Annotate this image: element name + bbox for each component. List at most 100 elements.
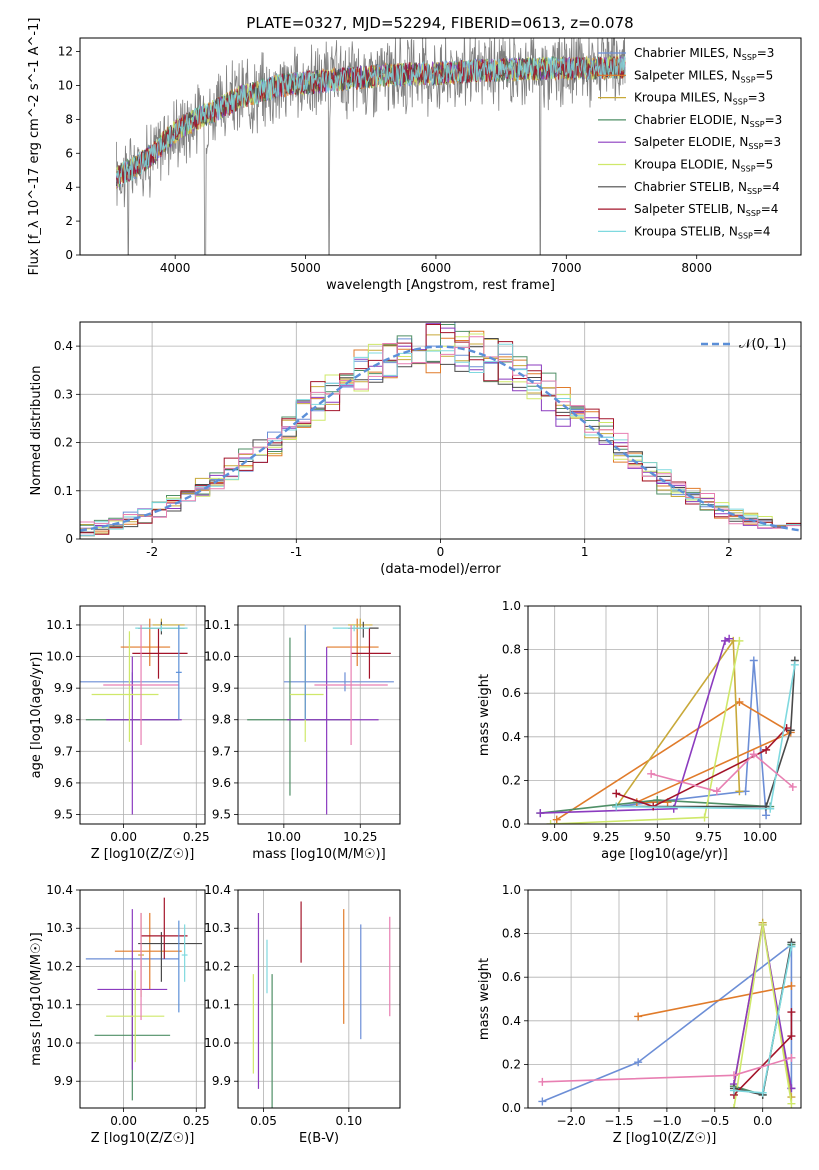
point-marker bbox=[787, 1099, 796, 1108]
x-tick-label: 8000 bbox=[681, 261, 712, 275]
x-tick-label: -2 bbox=[146, 545, 158, 559]
y-tick-label: 10.0 bbox=[46, 650, 73, 664]
y-tick-label: 9.5 bbox=[54, 808, 73, 822]
y-tick-label: 10.3 bbox=[204, 921, 231, 935]
plot-area bbox=[85, 897, 203, 1101]
plot-area bbox=[538, 918, 796, 1108]
point-marker bbox=[787, 1008, 796, 1017]
y-axis-label: mass [log10(M/M☉)] bbox=[29, 932, 44, 1065]
plot-area bbox=[247, 618, 394, 815]
x-tick-label: 10.00 bbox=[743, 830, 777, 844]
point-marker bbox=[612, 802, 621, 811]
axes-frame bbox=[527, 889, 802, 1109]
x-axis-label: (data-model)/error bbox=[380, 562, 501, 577]
legend-entry: Chabrier ELODIE, NSSP=3 bbox=[634, 113, 782, 129]
figure-title: PLATE=0327, MJD=52294, FIBERID=0613, z=0… bbox=[246, 14, 633, 32]
y-tick-label: 0.0 bbox=[502, 1101, 521, 1115]
y-tick-label: 0.2 bbox=[502, 1057, 521, 1071]
histogram-steps bbox=[80, 324, 801, 535]
series-line bbox=[540, 637, 730, 814]
x-tick-label: 9.50 bbox=[644, 830, 671, 844]
point-marker bbox=[725, 634, 734, 643]
x-axis-label: Z [log10(Z/Z☉)] bbox=[91, 1131, 195, 1146]
model-spectrum bbox=[116, 56, 626, 185]
normal-curve bbox=[80, 345, 801, 532]
y-tick-label: 10.0 bbox=[204, 650, 231, 664]
point-marker bbox=[762, 745, 771, 754]
x-tick-label: −1.5 bbox=[604, 1114, 633, 1128]
y-tick-label: 1.0 bbox=[502, 883, 521, 897]
legend-entry: Kroupa STELIB, NSSP=4 bbox=[634, 224, 771, 240]
axes-frame bbox=[237, 889, 401, 1109]
y-tick-label: 0.3 bbox=[54, 387, 73, 401]
y-tick-label: 10.4 bbox=[204, 883, 231, 897]
y-tick-label: 10.4 bbox=[46, 883, 73, 897]
y-tick-label: 8 bbox=[65, 112, 73, 126]
y-tick-label: 0.6 bbox=[502, 686, 521, 700]
point-marker bbox=[787, 981, 796, 990]
point-marker bbox=[634, 1058, 643, 1067]
x-tick-label: 0.10 bbox=[335, 1114, 362, 1128]
x-tick-label: 7000 bbox=[551, 261, 582, 275]
y-tick-label: 9.9 bbox=[54, 1074, 73, 1088]
series-line bbox=[556, 700, 793, 821]
y-tick-label: 0.4 bbox=[502, 1014, 521, 1028]
x-tick-label: 0.05 bbox=[250, 1114, 277, 1128]
legend-entry: Salpeter STELIB, NSSP=4 bbox=[634, 202, 778, 218]
panel-mass-weight-vs-Z: −2.0 −1.5 −1.0 −0.5 0.0 0.0 0.2 0.4 0.6 0.8 1.0 Z [… bbox=[477, 883, 802, 1146]
y-tick-label: 0.4 bbox=[54, 339, 73, 353]
spectrum-legend: Chabrier MILES, NSSP=3 Salpeter MILES, NS… bbox=[598, 46, 782, 240]
y-tick-label: 9.5 bbox=[212, 808, 231, 822]
y-tick-label: 10.1 bbox=[204, 618, 231, 632]
y-tick-label: 12 bbox=[58, 45, 73, 59]
point-marker bbox=[787, 1032, 796, 1041]
point-marker bbox=[788, 782, 797, 791]
x-axis-label: E(B-V) bbox=[299, 1131, 339, 1146]
y-axis-label: Flux [f_λ 10^-17 erg cm^-2 s^-1 A^-1] bbox=[27, 18, 42, 276]
y-tick-label: 9.6 bbox=[212, 776, 231, 790]
point-marker bbox=[634, 1012, 643, 1021]
x-axis-label: Z [log10(Z/Z☉)] bbox=[91, 847, 195, 862]
legend-entry: 𝒩(0, 1) bbox=[739, 337, 786, 352]
y-tick-label: 9.8 bbox=[54, 713, 73, 727]
y-axis-label: mass weight bbox=[477, 674, 492, 756]
point-marker bbox=[729, 1071, 738, 1080]
y-tick-label: 10.0 bbox=[46, 1036, 73, 1050]
y-tick-label: 0.0 bbox=[502, 817, 521, 831]
x-tick-label: −0.5 bbox=[700, 1114, 729, 1128]
x-axis-label: age [log10(age/yr)] bbox=[601, 847, 728, 862]
plot-area bbox=[116, 38, 626, 255]
point-marker bbox=[735, 636, 744, 645]
series-line bbox=[550, 640, 741, 824]
y-tick-label: 10.2 bbox=[204, 959, 231, 973]
x-axis-label: wavelength [Angstrom, rest frame] bbox=[326, 278, 555, 293]
point-marker bbox=[653, 796, 662, 805]
y-tick-label: 0 bbox=[65, 248, 73, 262]
panel-age-vs-mass: 10.00 10.25 9.5 9.6 9.7 9.8 9.9 10.0 10.1 mass [l… bbox=[204, 605, 401, 862]
y-tick-label: 0.8 bbox=[502, 643, 521, 657]
y-tick-label: 0.1 bbox=[54, 484, 73, 498]
x-tick-label: 0.25 bbox=[183, 1114, 210, 1128]
panel-age-vs-Z: 0.00 0.25 9.5 9.6 9.7 9.8 9.9 10.0 10.1 Z [log10(… bbox=[29, 605, 210, 862]
point-marker bbox=[712, 787, 721, 796]
point-marker bbox=[647, 769, 656, 778]
x-axis-label: Z [log10(Z/Z☉)] bbox=[613, 1131, 717, 1146]
point-marker bbox=[538, 1077, 547, 1086]
x-tick-label: −2.0 bbox=[557, 1114, 586, 1128]
point-marker bbox=[700, 813, 709, 822]
legend-entry: Kroupa ELODIE, NSSP=5 bbox=[634, 158, 773, 174]
point-marker bbox=[749, 750, 758, 759]
y-tick-label: 9.7 bbox=[212, 744, 231, 758]
plot-area bbox=[536, 634, 799, 824]
point-marker bbox=[729, 1086, 738, 1095]
y-tick-label: 9.9 bbox=[212, 1074, 231, 1088]
point-marker bbox=[786, 726, 795, 735]
panel-mass-vs-Z: 0.00 0.25 9.9 10.0 10.1 10.2 10.3 10.4 Z [log10(… bbox=[29, 883, 210, 1146]
x-tick-label: -1 bbox=[290, 545, 302, 559]
y-tick-label: 0.4 bbox=[502, 730, 521, 744]
point-marker bbox=[766, 804, 775, 813]
y-tick-label: 10.1 bbox=[46, 618, 73, 632]
legend-entry: Kroupa MILES, NSSP=3 bbox=[634, 91, 765, 107]
y-tick-label: 2 bbox=[65, 214, 73, 228]
